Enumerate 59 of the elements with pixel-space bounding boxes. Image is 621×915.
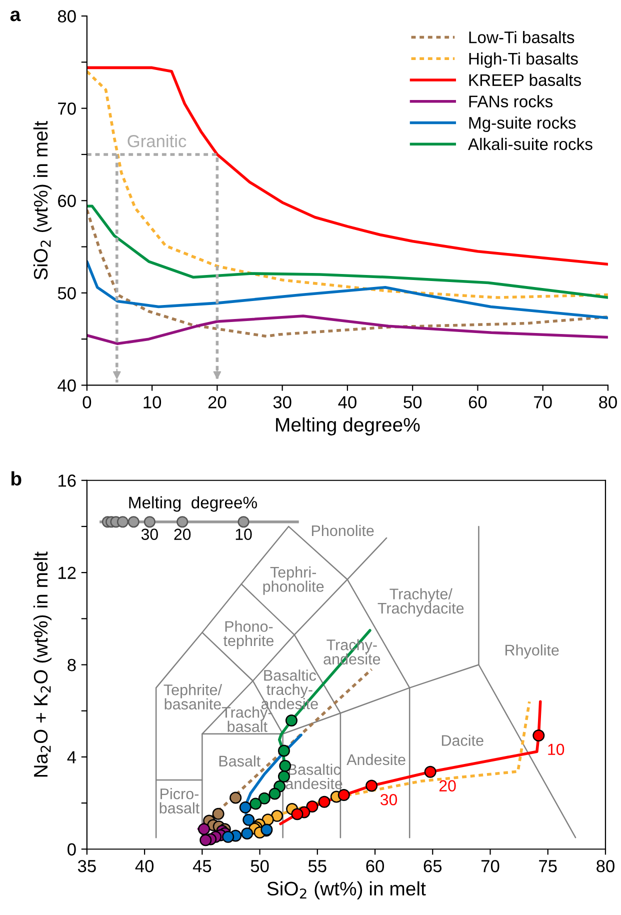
- x-tick-label: 50: [404, 396, 422, 408]
- x-axis-title: Melting degree%: [276, 417, 420, 436]
- y-axis-title: Na$_{2}$O + K$_{2}$O (wt%) in melt: [33, 552, 52, 777]
- annotation: 20: [174, 528, 191, 540]
- y-tick-label: 12: [58, 566, 76, 579]
- y-axis-title: SiO$_{2}$ (wt%) in melt: [33, 121, 52, 280]
- annotation: Picro- basalt: [160, 788, 200, 814]
- annotation: Tephrite/ basanite: [164, 684, 222, 710]
- annotation: Rhyolite: [506, 644, 559, 659]
- annotation: Granitic: [128, 134, 186, 148]
- x-tick-label: 80: [599, 396, 617, 408]
- y-tick-label: 50: [58, 287, 76, 300]
- x-tick-label: 10: [144, 396, 162, 408]
- legend-title: Melting degree%: [129, 496, 257, 512]
- chart-title: a: [10, 10, 21, 22]
- x-tick-label: 60: [366, 860, 384, 872]
- y-tick-label: 80: [58, 10, 76, 22]
- annotation: 20: [439, 780, 456, 792]
- x-axis-title: SiO$_{2}$ (wt%) in melt: [267, 881, 426, 900]
- annotation: Phonolite: [312, 524, 374, 536]
- legend-label: High-Ti basalts: [469, 52, 578, 68]
- legend-label: KREEP basalts: [469, 74, 581, 86]
- y-tick-label: 60: [58, 194, 76, 208]
- y-tick-label: 70: [58, 102, 76, 115]
- annotation: Dacite: [442, 734, 484, 746]
- annotation: Phono- tephrite: [223, 620, 274, 650]
- x-tick-label: 40: [338, 396, 356, 408]
- x-tick-label: 20: [208, 396, 226, 408]
- x-tick-label: 50: [250, 860, 269, 872]
- x-tick-label: 75: [539, 860, 557, 872]
- x-tick-label: 45: [192, 860, 212, 872]
- x-tick-label: 0: [82, 396, 92, 408]
- x-tick-label: 55: [308, 860, 326, 872]
- annotation: Trachyte/ Trachydacite: [378, 588, 464, 617]
- x-tick-label: 80: [596, 860, 614, 872]
- annotation: Basalt: [219, 755, 261, 767]
- annotation: 10: [548, 744, 564, 756]
- x-tick-label: 65: [424, 860, 442, 872]
- x-tick-label: 40: [135, 860, 154, 872]
- annotation: Tephri- phonolite: [263, 566, 324, 595]
- x-tick-label: 30: [273, 396, 292, 408]
- legend-label: Mg-suite rocks: [469, 116, 576, 132]
- legend-label: Low-Ti basalts: [469, 31, 574, 44]
- annotation: Andesite: [346, 754, 406, 766]
- legend-label: Alkali-suite rocks: [468, 138, 592, 150]
- annotation: 30: [141, 528, 158, 540]
- y-tick-label: 40: [58, 379, 76, 392]
- x-tick-label: 60: [468, 396, 487, 408]
- chart-title: b: [11, 471, 22, 486]
- y-tick-label: 8: [68, 658, 76, 672]
- x-tick-label: 70: [481, 860, 500, 872]
- y-tick-label: 16: [58, 474, 76, 487]
- y-tick-label: 0: [68, 843, 76, 856]
- legend-label: FANs rocks: [469, 95, 553, 108]
- y-tick-label: 4: [67, 751, 76, 764]
- annotation: 30: [380, 794, 398, 806]
- annotation: 10: [236, 528, 252, 540]
- x-tick-label: 35: [78, 860, 96, 872]
- x-tick-label: 70: [534, 396, 552, 408]
